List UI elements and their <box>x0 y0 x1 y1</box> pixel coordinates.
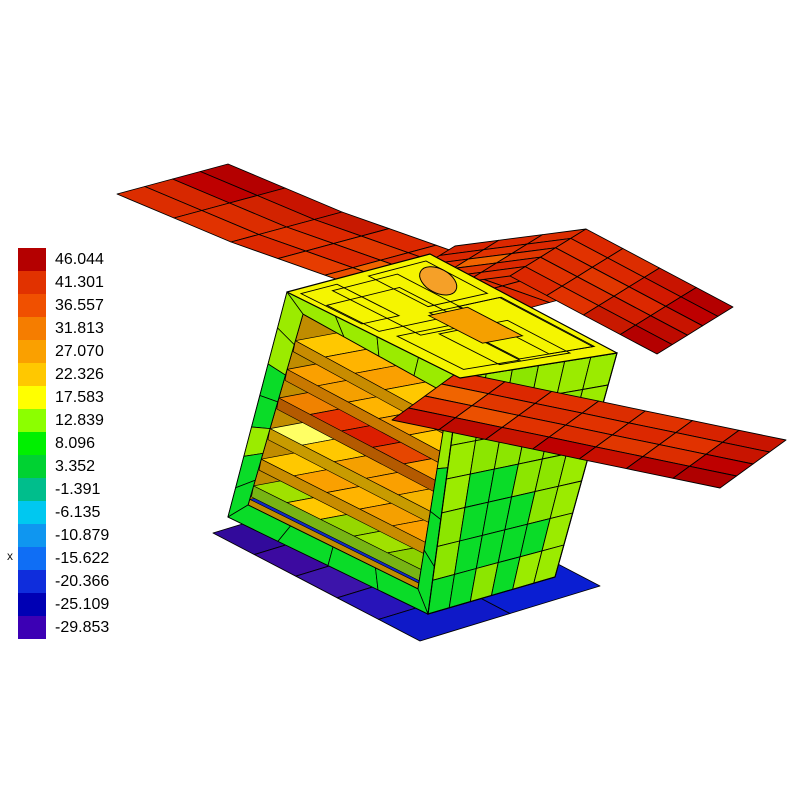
temperature-legend: 46.044 41.301 36.557 31.813 27.070 22.326 17.5… <box>18 248 178 640</box>
legend-color-band <box>18 478 46 501</box>
top-face-patch-outline <box>299 283 401 325</box>
legend-color-band <box>18 547 46 570</box>
legend-value: 36.557 <box>55 297 104 314</box>
legend-color-band <box>18 340 46 363</box>
legend-color-band <box>18 501 46 524</box>
mesh-cell <box>672 465 737 489</box>
legend-color-band <box>18 616 46 639</box>
axis-x-label: x <box>7 549 13 563</box>
legend-color-band <box>18 363 46 386</box>
top-face-patch-outline <box>456 297 595 355</box>
legend-value: 31.813 <box>55 320 104 337</box>
legend-value: -25.109 <box>55 596 110 613</box>
legend-value: -15.622 <box>55 550 110 567</box>
legend-value: -29.853 <box>55 619 110 636</box>
legend-value: 46.044 <box>55 251 104 268</box>
legend-color-band <box>18 294 46 317</box>
legend-color-band <box>18 455 46 478</box>
mesh-cell <box>619 324 673 355</box>
legend-value: -20.366 <box>55 573 110 590</box>
legend-color-band <box>18 570 46 593</box>
solar-panel-right-lower <box>391 371 787 489</box>
top-face-patch-outline <box>395 324 522 370</box>
top-face-ellipse-component <box>419 266 458 296</box>
legend-color-band <box>18 409 46 432</box>
body-top-face <box>286 253 618 379</box>
legend-value: 22.326 <box>55 366 104 383</box>
legend-color-band <box>18 271 46 294</box>
legend-color-band <box>18 248 46 271</box>
legend-value: 12.839 <box>55 412 104 429</box>
legend-value: 8.096 <box>55 435 96 452</box>
legend-value: 41.301 <box>55 274 104 291</box>
legend-value: 3.352 <box>55 458 96 475</box>
legend-value: -1.391 <box>55 481 101 498</box>
legend-value: 27.070 <box>55 343 104 360</box>
frame-cell <box>375 567 429 615</box>
top-face-patch-outline <box>367 260 489 308</box>
legend-color-band <box>18 593 46 616</box>
top-face-warm-patch <box>427 306 524 344</box>
legend-color-band <box>18 432 46 455</box>
body-frame <box>227 291 461 615</box>
legend-value: -6.135 <box>55 504 101 521</box>
legend-value: 17.583 <box>55 389 104 406</box>
legend-value: -10.879 <box>55 527 110 544</box>
legend-color-band <box>18 524 46 547</box>
legend-color-band <box>18 317 46 340</box>
legend-color-band <box>18 386 46 409</box>
